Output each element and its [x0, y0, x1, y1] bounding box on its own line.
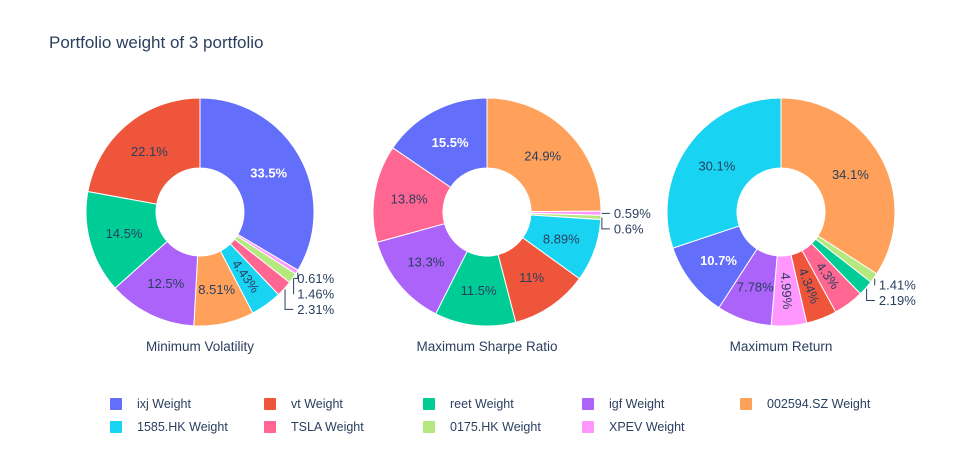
legend-swatch-vt[interactable] [264, 397, 276, 410]
legend-label-reet: reet Weight [450, 396, 514, 411]
pie-inside-label: 13.3% [407, 255, 444, 270]
legend-swatch-xpev[interactable] [582, 420, 594, 433]
legend-item-002594-sz[interactable]: 002594.SZ Weight [740, 392, 870, 415]
pie-inside-label: 14.5% [106, 226, 143, 241]
legend-label-0175-hk: 0175.HK Weight [450, 419, 541, 434]
legend-swatch-ixj[interactable] [110, 397, 122, 410]
pie-outside-label: 2.19% [879, 293, 916, 308]
pie-slice-002594-sz[interactable] [486, 97, 602, 213]
legend-swatch-1585-hk[interactable] [110, 420, 122, 433]
legend-item-vt[interactable]: vt Weight [264, 392, 423, 415]
pie-outside-label: 0.61% [297, 271, 334, 286]
legend-label-002594-sz: 002594.SZ Weight [767, 396, 871, 411]
label-leader-line [866, 288, 875, 302]
pie-inside-label: 22.1% [131, 144, 168, 159]
pie-slice-1585-hk[interactable] [666, 97, 782, 249]
legend-item-0175-hk[interactable]: 0175.HK Weight [423, 415, 582, 438]
pie-outside-label: 0.59% [614, 206, 651, 221]
legend-item-ixj[interactable]: ixj Weight [110, 392, 264, 415]
pie-inside-label: 33.5% [250, 165, 287, 180]
legend-label-1585-hk: 1585.HK Weight [137, 419, 228, 434]
legend-swatch-0175-hk[interactable] [423, 420, 435, 433]
pie-chart-maximum-return: 34.1%4.3%4.34%4.99%7.78%10.7%30.1%1.41%2… [666, 97, 916, 327]
pie-inside-label: 30.1% [698, 158, 735, 173]
figure-title: Portfolio weight of 3 portfolio [49, 33, 264, 52]
pie-inside-label: 8.89% [543, 231, 580, 246]
pie-inside-label: 7.78% [737, 279, 774, 294]
pie-slice-ixj[interactable] [392, 97, 488, 188]
pie-inside-label: 24.9% [524, 148, 561, 163]
legend-item-igf[interactable]: igf Weight [582, 392, 740, 415]
pie-slice-ixj[interactable] [199, 97, 315, 271]
label-leader-line [293, 272, 299, 279]
legend-swatch-tsla[interactable] [264, 420, 276, 433]
legend-item-tsla[interactable]: TSLA Weight [264, 415, 423, 438]
legend-label-igf: igf Weight [609, 396, 665, 411]
pie-slice-002594-sz[interactable] [780, 97, 896, 275]
pie-inside-label: 4.99% [778, 272, 796, 310]
pie-slice-vt[interactable] [87, 97, 201, 205]
pie-inside-label: 8.51% [198, 282, 235, 297]
legend: ixj Weight vt Weight reet Weight igf Wei… [110, 392, 870, 438]
pie-outside-label: 1.41% [879, 278, 916, 293]
pie-inside-label: 11.5% [461, 283, 497, 298]
legend-item-1585-hk[interactable]: 1585.HK Weight [110, 415, 264, 438]
chart-subtitle-maximum-return: Maximum Return [729, 339, 833, 354]
pie-inside-label: 10.7% [700, 253, 737, 268]
pie-inside-label: 11% [519, 270, 544, 285]
legend-swatch-002594-sz[interactable] [740, 397, 752, 410]
legend-swatch-igf[interactable] [582, 397, 594, 410]
pie-inside-label: 34.1% [832, 167, 869, 182]
legend-swatch-reet[interactable] [423, 397, 435, 410]
pie-inside-label: 12.5% [147, 276, 184, 291]
legend-label-xpev: XPEV Weight [609, 419, 685, 434]
legend-item-reet[interactable]: reet Weight [423, 392, 582, 415]
legend-label-tsla: TSLA Weight [291, 419, 364, 434]
pie-chart-minimum-volatility: 33.5%4.43%8.51%12.5%14.5%22.1%0.61%1.46%… [85, 97, 335, 327]
label-leader-line [284, 289, 294, 310]
label-leader-line [601, 217, 610, 230]
pie-chart-maximum-sharpe-ratio: 24.9% 8.89% 11% 11.5% 13.3% 13.8% 15.5% 0.59%0.… [372, 97, 651, 327]
pie-outside-label: 2.31% [297, 302, 334, 317]
pie-outside-label: 0.6% [614, 221, 644, 236]
chart-subtitle-maximum-sharpe-ratio: Maximum Sharpe Ratio [416, 339, 558, 354]
legend-label-vt: vt Weight [291, 396, 343, 411]
legend-label-ixj: ixj Weight [137, 396, 191, 411]
chart-subtitle-minimum-volatility: Minimum Volatility [145, 339, 255, 354]
pie-inside-label: 13.8% [391, 192, 428, 207]
pie-slice-tsla[interactable] [372, 147, 452, 243]
pie-inside-label: 15.5% [432, 135, 469, 150]
legend-item-xpev[interactable]: XPEV Weight [582, 415, 740, 438]
pie-outside-label: 1.46% [297, 286, 334, 301]
